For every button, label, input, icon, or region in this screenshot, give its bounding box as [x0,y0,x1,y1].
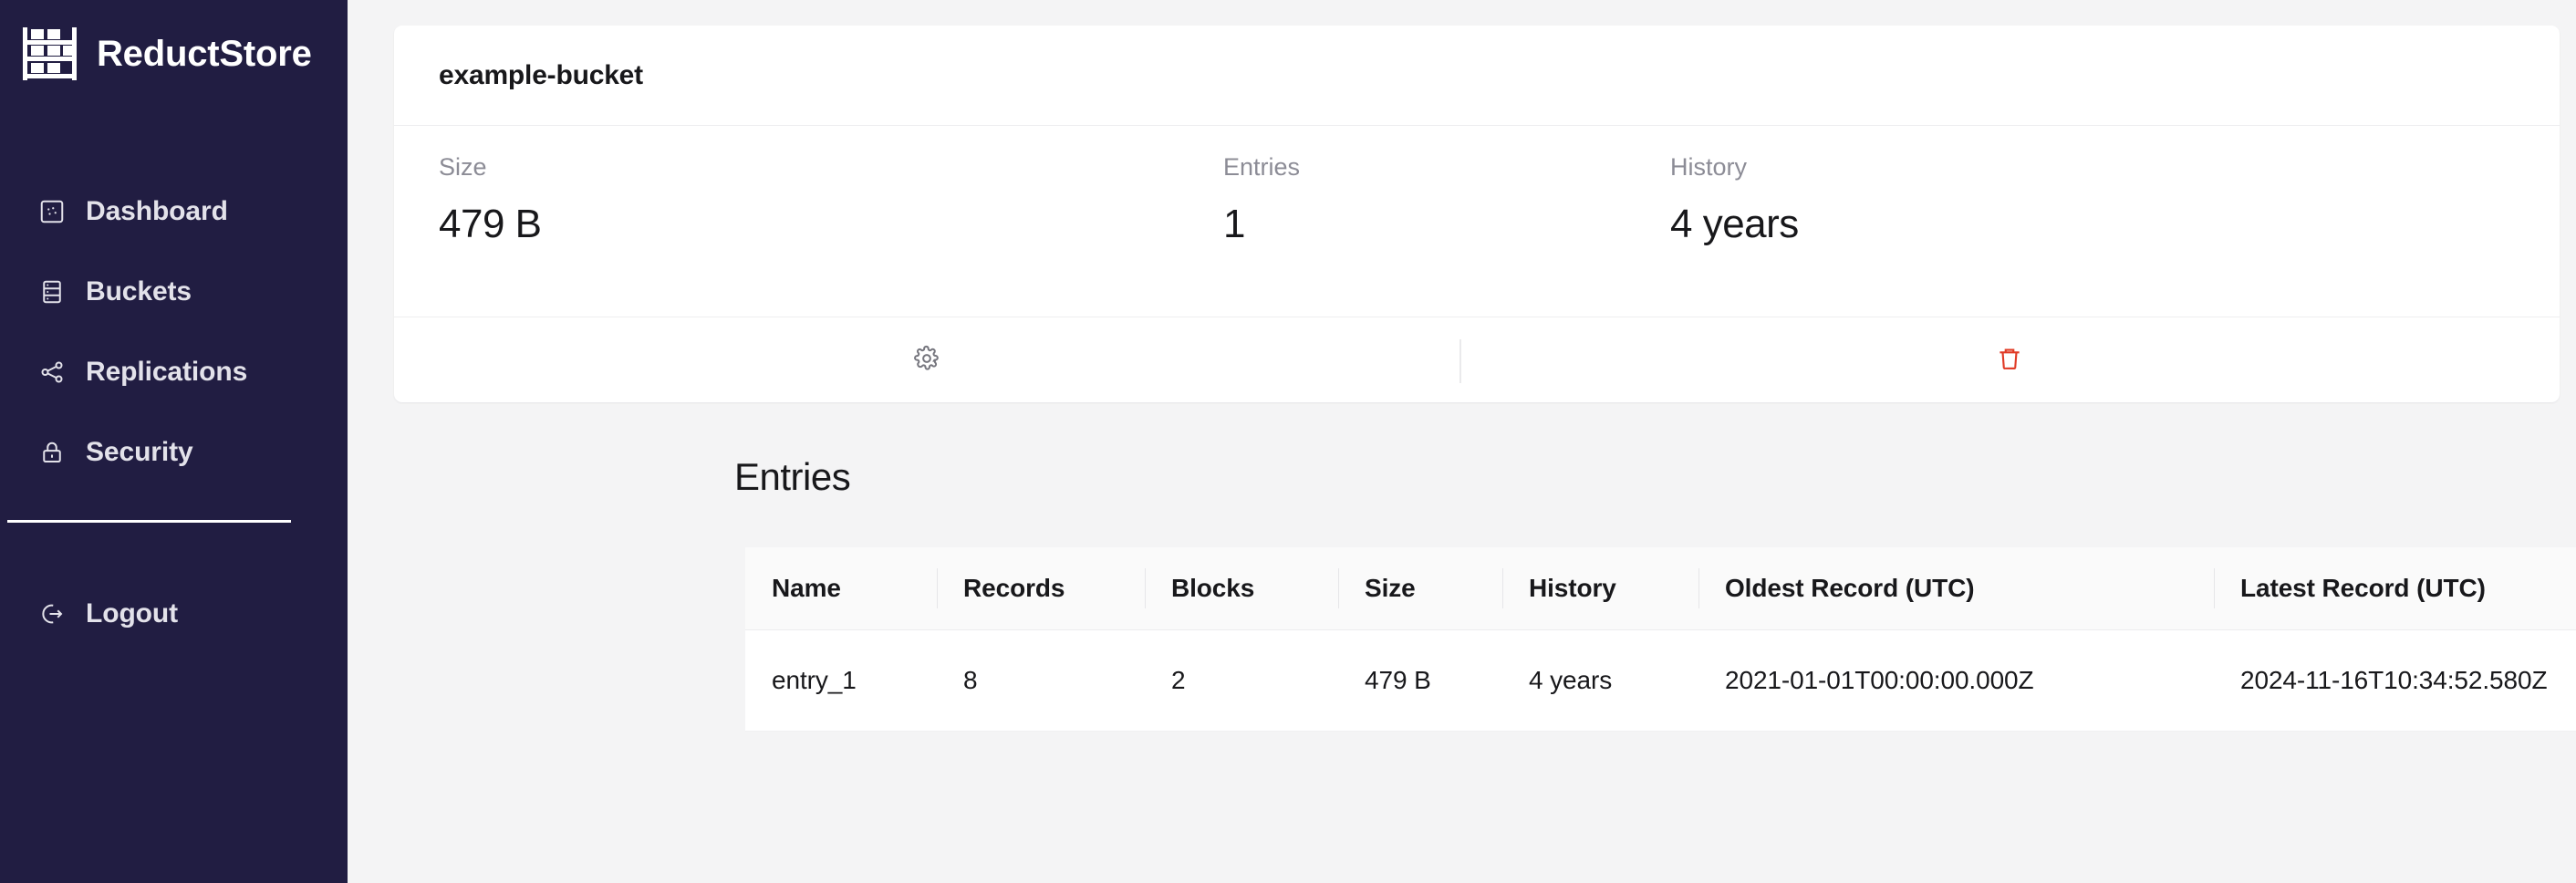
column-header-oldest-record[interactable]: Oldest Record (UTC) [1698,547,2214,630]
cell-oldest-record: 2021-01-01T00:00:00.000Z [1698,629,2214,732]
sidebar-item-replications[interactable]: Replications [0,332,348,412]
lock-icon [38,439,66,466]
bucket-card-header: example-bucket [394,26,2560,126]
cell-records: 8 [937,629,1145,732]
cell-latest-record: 2024-11-16T10:34:52.580Z [2214,629,2576,732]
entries-table-body: entry_1 8 2 479 B 4 years 2021-01-01T00:… [745,629,2576,732]
sidebar-item-logout[interactable]: Logout [0,574,348,654]
gear-icon [913,345,940,375]
column-header-name[interactable]: Name [745,547,937,630]
stat-value: 1 [1223,202,1245,246]
brand-logo[interactable]: ReductStore [0,0,348,82]
dashboard-icon [38,198,66,225]
actions-divider [1459,339,1461,383]
bucket-card-actions [394,317,2560,402]
column-header-size[interactable]: Size [1338,547,1502,630]
bucket-stats: Size 479 B Entries 1 History 4 years [394,126,2560,317]
sidebar-item-label: Replications [86,357,248,387]
sidebar: ReductStore Dashboard [0,0,348,883]
bucket-settings-slot [394,340,1459,380]
stat-value: 4 years [1670,202,1799,246]
stat-label: Size [439,153,487,181]
sidebar-item-label: Security [86,437,193,467]
server-stack-icon [38,278,66,306]
table-row[interactable]: entry_1 8 2 479 B 4 years 2021-01-01T00:… [745,629,2576,732]
table-header-row: Name Records Blocks Size History Oldest … [745,547,2576,630]
cell-blocks: 2 [1145,629,1338,732]
sidebar-logout-section: Logout [0,574,348,654]
bucket-summary-card: example-bucket Size 479 B Entries 1 Hist… [394,26,2560,402]
bucket-settings-button[interactable] [907,340,947,380]
stat-label: History [1670,153,1748,181]
share-nodes-icon [38,358,66,386]
sidebar-divider [7,520,291,523]
main-content: example-bucket Size 479 B Entries 1 Hist… [348,0,2576,883]
sidebar-item-label: Logout [86,598,179,628]
column-header-history[interactable]: History [1502,547,1698,630]
shelf-rack-icon [20,26,82,82]
sidebar-item-label: Dashboard [86,196,228,226]
entries-table-head: Name Records Blocks Size History Oldest … [745,547,2576,630]
column-header-latest-record[interactable]: Latest Record (UTC) [2214,547,2576,630]
column-header-records[interactable]: Records [937,547,1145,630]
stat-size: Size 479 B [394,153,1179,317]
entries-heading: Entries [734,455,851,498]
bucket-name: example-bucket [439,59,643,90]
brand-name: ReductStore [97,33,312,74]
sidebar-item-dashboard[interactable]: Dashboard [0,171,348,252]
cell-size: 479 B [1338,629,1502,732]
bucket-delete-button[interactable] [1989,340,2030,380]
sidebar-item-buckets[interactable]: Buckets [0,252,348,332]
sidebar-item-security[interactable]: Security [0,412,348,493]
trash-icon [1996,345,2023,375]
cell-history: 4 years [1502,629,1698,732]
sidebar-nav: Dashboard Buckets [0,171,348,654]
stat-value: 479 B [439,202,542,246]
stat-history: History 4 years [1626,153,2082,317]
entries-table: Name Records Blocks Size History Oldest … [745,547,2576,732]
sidebar-item-label: Buckets [86,276,192,306]
bucket-delete-slot [1459,340,2560,380]
stat-entries: Entries 1 [1179,153,1626,317]
logout-icon [38,600,66,628]
stat-label: Entries [1223,153,1301,181]
cell-name: entry_1 [745,629,937,732]
column-header-blocks[interactable]: Blocks [1145,547,1338,630]
